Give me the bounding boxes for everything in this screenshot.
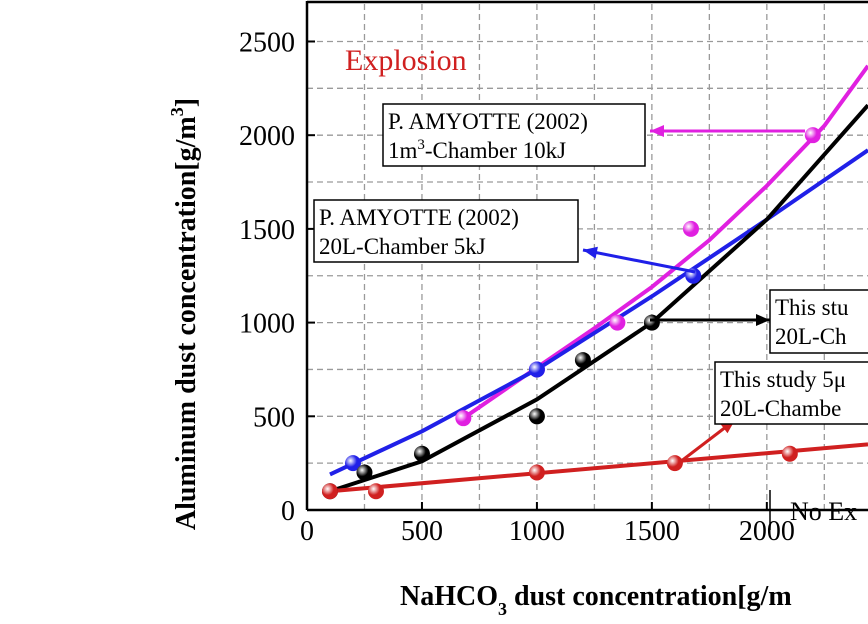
plot [321, 64, 868, 500]
data-point [643, 314, 660, 331]
data-point [321, 483, 338, 500]
annotation-text: 1m3-Chamber 10kJ [388, 137, 566, 163]
x-tick-label: 2000 [739, 516, 795, 547]
annotation-part: 1m [388, 138, 418, 163]
data-point [666, 455, 683, 472]
arrow-head [756, 314, 770, 326]
data-point [344, 455, 361, 472]
arrow-head [583, 246, 598, 259]
data-point [682, 220, 699, 237]
annotation-box [313, 199, 579, 263]
annotation-text: 20L-Chambe [720, 396, 841, 421]
x-tick-label: 0 [300, 516, 314, 547]
y-title: Aluminum dust concentration[g/m [171, 116, 202, 530]
annotation-box [769, 289, 868, 354]
fit-curve [329, 103, 868, 494]
annotation-text: This stu [775, 295, 849, 320]
data-point [356, 464, 373, 481]
fit-curve [329, 148, 868, 477]
y-tick-label: 2500 [239, 27, 295, 58]
annotation-text: 20L-Ch [775, 324, 847, 349]
data-point [781, 445, 798, 462]
annotation-text: P. AMYOTTE (2002) [388, 109, 588, 134]
annotation-text: 20L-Chamber 5kJ [319, 234, 486, 259]
region-label: No Ex [790, 497, 857, 526]
data-point [574, 352, 591, 369]
data-point [528, 408, 545, 425]
annotation-box [382, 103, 646, 167]
y-tick-label: 1500 [239, 215, 295, 246]
arrow-head [650, 125, 664, 137]
fit-curve [329, 442, 868, 494]
y-title-sup: 3 [167, 107, 187, 116]
x-axis-title: NaHCO3 dust concentration[g/m [400, 581, 792, 619]
annotation-box [714, 361, 868, 425]
y-tick-label: 2000 [239, 121, 295, 152]
data-point [367, 483, 384, 500]
annotation-text: P. AMYOTTE (2002) [319, 205, 519, 230]
y-title-end: ] [171, 98, 202, 107]
annotation-text: This study 5μ [720, 367, 846, 392]
data-point [413, 445, 430, 462]
x-title: NaHCO [400, 581, 498, 612]
data-point [455, 410, 472, 427]
x-title-end: dust concentration[g/m [507, 581, 792, 612]
y-tick-label: 1000 [239, 309, 295, 340]
data-point [609, 314, 626, 331]
annotation-part: -Chamber 10kJ [425, 138, 566, 163]
arrow-line [582, 248, 696, 274]
x-tick-label: 500 [401, 516, 443, 547]
annotation-sup: 3 [417, 137, 425, 153]
data-point [528, 361, 545, 378]
data-point [528, 464, 545, 481]
x-tick-label: 1500 [624, 516, 680, 547]
y-tick-label: 0 [281, 496, 295, 527]
data-point [804, 127, 821, 144]
y-axis-title: Aluminum dust concentration[g/m3] [167, 98, 202, 530]
x-title-sub: 3 [498, 599, 507, 619]
x-tick-label: 1000 [509, 516, 565, 547]
y-tick-label: 500 [253, 402, 295, 433]
region-label: Explosion [345, 44, 467, 77]
